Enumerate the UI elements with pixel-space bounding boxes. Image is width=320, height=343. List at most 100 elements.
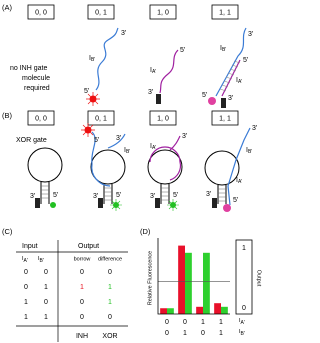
note: required xyxy=(24,85,50,92)
end-label: 3' xyxy=(248,31,253,38)
table-cell: 0 xyxy=(80,269,84,276)
strand xyxy=(215,27,247,97)
table-header: Output xyxy=(78,243,99,250)
end-label: 5' xyxy=(180,47,185,54)
end-label: 3' xyxy=(228,95,233,102)
figure: (A) 0, 0 0, 1 1, 0 1, 1 no INH gate molecul… xyxy=(2,3,262,342)
x-tick-label: 0 xyxy=(201,330,205,337)
table-cell: 0 xyxy=(44,269,48,276)
axis xyxy=(157,238,230,315)
bar xyxy=(178,245,185,314)
fluorophore xyxy=(167,199,179,211)
table-cell: 1 xyxy=(44,284,48,291)
fluorophore xyxy=(110,199,122,211)
table-cell: 1 xyxy=(44,314,48,321)
label-sub: A' xyxy=(241,320,245,326)
strand-label: IA' xyxy=(150,67,156,75)
panel-label: (C) xyxy=(2,227,13,236)
fluorophore xyxy=(208,97,216,105)
base-pairs xyxy=(219,60,241,92)
strand xyxy=(159,49,179,94)
gate-label: XOR gate xyxy=(16,137,47,144)
table-cell: 0 xyxy=(80,314,84,321)
x-tick-label: 1 xyxy=(183,330,187,337)
note: molecule xyxy=(22,75,50,82)
state-label: 1, 0 xyxy=(157,115,169,122)
state-label: 0, 0 xyxy=(35,9,47,16)
strand-main: I xyxy=(220,45,222,52)
strand-sub: B' xyxy=(222,47,226,53)
x-tick-label: 1 xyxy=(219,319,223,326)
hairpin xyxy=(27,147,240,204)
strand-sub: B' xyxy=(126,149,130,155)
strand-main: I xyxy=(150,143,152,150)
label-main: I xyxy=(38,256,40,262)
state-label: 1, 1 xyxy=(219,9,231,16)
column-header: difference xyxy=(98,256,122,262)
strand-label: IA' xyxy=(150,143,156,151)
state-boxes: 0, 0 0, 1 1, 0 1, 1 xyxy=(27,110,239,126)
x-tick-label: 1 xyxy=(219,330,223,337)
subscript-label: IA' xyxy=(239,318,245,326)
strand-label: IB' xyxy=(220,45,226,53)
strand xyxy=(227,127,251,206)
x-tick-label: 0 xyxy=(183,319,187,326)
table-rules xyxy=(16,240,128,342)
quencher xyxy=(155,198,160,208)
footer-label: INH xyxy=(76,333,88,340)
fluorophore xyxy=(81,123,95,137)
state-box xyxy=(27,110,55,126)
state-box xyxy=(87,110,115,126)
strand-label: IB' xyxy=(246,147,252,155)
quencher xyxy=(35,198,40,208)
strand-sub: A' xyxy=(238,179,242,185)
table-cell: 0 xyxy=(24,269,28,276)
strand-main: I xyxy=(236,77,238,84)
end-label: 3' xyxy=(121,30,126,37)
strand-label: IB' xyxy=(89,55,95,63)
state-label: 1, 1 xyxy=(219,115,231,122)
bar xyxy=(214,303,221,314)
table-cell: 1 xyxy=(108,284,112,291)
bar xyxy=(221,306,228,314)
output-tick: 0 xyxy=(242,305,246,312)
table-cell: 1 xyxy=(24,299,28,306)
label-main: I xyxy=(22,256,24,262)
state-box xyxy=(211,4,239,20)
column-header: borrow xyxy=(74,256,91,262)
label-sub: A' xyxy=(24,258,28,264)
fluorophore xyxy=(86,92,100,106)
strand-main: I xyxy=(246,147,248,154)
label-sub: B' xyxy=(40,258,44,264)
end-label: 5' xyxy=(202,92,207,99)
quencher xyxy=(221,98,226,108)
bar xyxy=(160,308,167,314)
table-cell: 0 xyxy=(108,269,112,276)
strand-sub: B' xyxy=(248,149,252,155)
bar xyxy=(203,252,210,314)
quencher xyxy=(98,198,103,208)
strand-main: I xyxy=(236,177,238,184)
end-label: 5' xyxy=(53,192,58,199)
strand-label: IA' xyxy=(236,177,242,185)
strand-sub: A' xyxy=(238,79,242,85)
panel-label: (B) xyxy=(2,111,13,120)
end-label: 3' xyxy=(252,125,257,132)
quencher xyxy=(156,94,161,104)
bar xyxy=(196,306,203,314)
x-tick-label: 1 xyxy=(201,319,205,326)
strand-main: I xyxy=(124,147,126,154)
table-header: Input xyxy=(22,243,38,250)
strand-main: I xyxy=(89,55,91,62)
table-cell: 0 xyxy=(80,299,84,306)
strand xyxy=(149,135,182,181)
end-label: 5' xyxy=(94,137,99,144)
strand-sub: A' xyxy=(152,145,156,151)
subscript-label: IB' xyxy=(239,329,245,337)
strand-sub: A' xyxy=(152,69,156,75)
subscript-label: IB' xyxy=(38,256,44,264)
state-box xyxy=(149,110,177,126)
x-tick-label: 0 xyxy=(165,319,169,326)
